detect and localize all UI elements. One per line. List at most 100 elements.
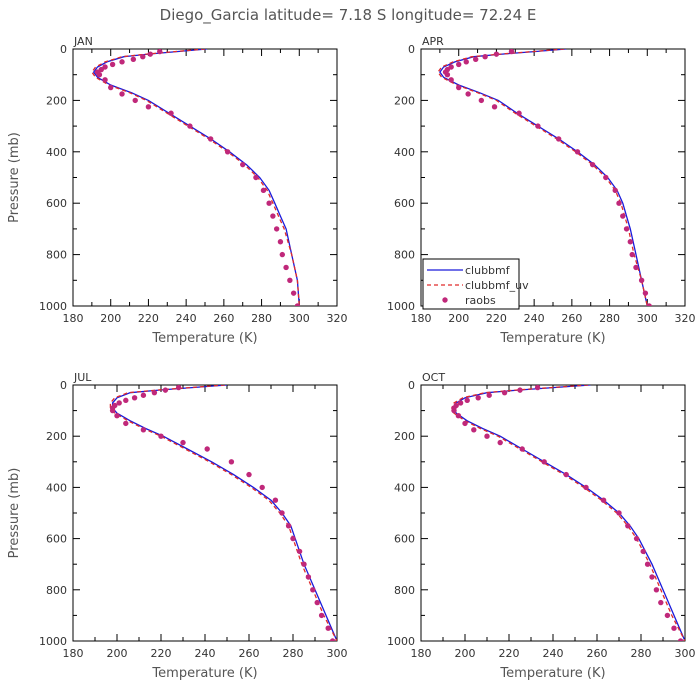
raobs-point xyxy=(119,91,125,97)
y-tick-label: 200 xyxy=(394,94,415,107)
y-tick-label: 1000 xyxy=(39,300,67,313)
raobs-point xyxy=(629,251,635,258)
raobs-point xyxy=(132,97,138,104)
raobs-point xyxy=(204,446,210,452)
raobs-point xyxy=(478,97,485,104)
raobs-point xyxy=(114,413,120,419)
raobs-point xyxy=(620,213,626,219)
raobs-point xyxy=(98,66,104,73)
raobs-point xyxy=(168,110,174,116)
raobs-point xyxy=(464,397,470,404)
raobs-point xyxy=(541,459,547,465)
y-tick-label: 800 xyxy=(394,249,415,262)
raobs-point xyxy=(259,484,265,491)
raobs-point xyxy=(314,599,320,606)
raobs-point xyxy=(147,51,154,57)
raobs-point xyxy=(589,161,596,168)
raobs-point xyxy=(157,49,163,55)
raobs-point xyxy=(119,59,125,65)
plot-area xyxy=(91,49,301,306)
raobs-point xyxy=(653,587,660,593)
panel-jul: JUL 180 200 220 240 260 280 300 0 200 400 600 800 100… xyxy=(7,371,348,681)
raobs-point xyxy=(130,56,137,62)
raobs-point xyxy=(162,387,169,393)
raobs-point xyxy=(240,161,246,168)
raobs-point xyxy=(102,77,108,83)
raobs-point xyxy=(457,400,464,406)
y-tick-label: 800 xyxy=(394,584,415,597)
raobs-point xyxy=(301,561,307,567)
panel-month-label: APR xyxy=(422,35,444,48)
raobs-point xyxy=(224,149,231,155)
x-tick-label: 220 xyxy=(138,312,159,325)
panel-month-label: OCT xyxy=(422,371,445,384)
raobs-point xyxy=(310,587,316,593)
raobs-point xyxy=(491,104,498,110)
y-tick-label: 400 xyxy=(394,481,415,494)
raobs-point xyxy=(497,439,503,446)
x-axis-label: Temperature (K) xyxy=(151,331,257,346)
raobs-point xyxy=(228,459,235,465)
raobs-point xyxy=(294,303,301,306)
clubbmf_uv-line xyxy=(91,49,300,306)
y-tick-label: 800 xyxy=(46,249,67,262)
raobs-point xyxy=(563,471,569,478)
raobs-point xyxy=(625,523,631,529)
x-tick-label: 280 xyxy=(283,647,304,660)
raobs-point xyxy=(642,290,649,296)
raobs-point xyxy=(448,77,454,83)
raobs-point xyxy=(451,407,457,414)
y-tick-label: 600 xyxy=(46,533,67,546)
x-tick-label: 200 xyxy=(107,647,128,660)
x-tick-label: 280 xyxy=(599,312,620,325)
y-tick-label: 1000 xyxy=(387,635,415,648)
raobs-point xyxy=(664,612,671,619)
raobs-point xyxy=(272,497,279,503)
x-tick-label: 240 xyxy=(176,312,197,325)
raobs-point xyxy=(671,625,677,631)
raobs-point xyxy=(456,84,462,91)
raobs-point xyxy=(574,149,581,155)
legend-label-clubbmf_uv: clubbmf_uv xyxy=(465,279,529,292)
x-tick-label: 220 xyxy=(499,647,520,660)
raobs-point xyxy=(325,625,331,631)
x-tick-label: 300 xyxy=(637,312,658,325)
x-tick-label: 260 xyxy=(587,647,608,660)
raobs-point xyxy=(260,187,267,194)
raobs-point xyxy=(493,51,500,57)
raobs-point xyxy=(109,61,116,68)
raobs-point xyxy=(102,64,108,70)
raobs-point xyxy=(285,523,292,529)
x-tick-label: 180 xyxy=(63,312,84,325)
x-tick-label: 220 xyxy=(486,312,507,325)
plot-area xyxy=(451,385,685,641)
raobs-point xyxy=(207,136,214,142)
raobs-point xyxy=(329,638,336,641)
raobs-point xyxy=(516,110,522,116)
y-axis-label: Pressure (mb) xyxy=(7,468,22,559)
x-tick-label: 240 xyxy=(195,647,216,660)
y-tick-label: 200 xyxy=(394,430,415,443)
x-tick-label: 260 xyxy=(561,312,582,325)
raobs-point xyxy=(273,226,280,232)
raobs-point xyxy=(305,574,312,580)
raobs-point xyxy=(640,548,646,555)
y-tick-label: 0 xyxy=(60,379,67,392)
y-tick-label: 600 xyxy=(394,197,415,210)
raobs-point xyxy=(638,277,645,283)
raobs-point xyxy=(517,387,523,393)
raobs-point xyxy=(633,535,640,542)
raobs-point xyxy=(448,64,454,70)
raobs-point xyxy=(270,213,276,219)
raobs-point xyxy=(462,420,468,427)
raobs-point xyxy=(603,174,609,181)
x-tick-label: 180 xyxy=(63,647,84,660)
raobs-point xyxy=(646,303,652,306)
raobs-point xyxy=(616,200,622,206)
raobs-point xyxy=(456,61,462,68)
raobs-point xyxy=(187,123,193,129)
raobs-point xyxy=(279,510,285,516)
raobs-point xyxy=(290,535,296,542)
